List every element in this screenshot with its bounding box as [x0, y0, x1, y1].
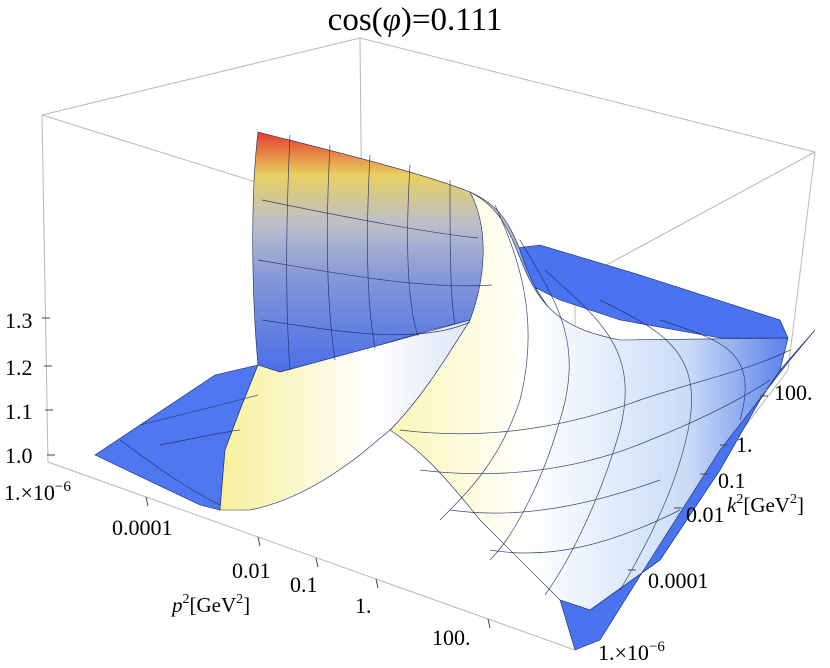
surface-mesh: [119, 134, 791, 596]
surface-ridge-drop: [219, 319, 471, 511]
y-axis: 100. 1. 0.1 0.01 0.0001 1.×10−6 k2[GeV2]: [598, 380, 813, 665]
y-tick-label: 0.1: [718, 468, 746, 493]
chart-title: cos(φ)=0.111: [327, 2, 503, 38]
z-tick-label: 1.2: [5, 355, 33, 380]
z-tick-label: 1.0: [5, 443, 33, 468]
y-tick-label: 0.0001: [648, 568, 709, 593]
x-tick-label: 0.0001: [112, 515, 173, 540]
tick-marks: [42, 317, 768, 629]
x-tick-label: 0.01: [232, 558, 271, 583]
z-tick-label: 1.3: [5, 308, 33, 333]
surface-front-plateau: [559, 329, 816, 651]
y-tick-label: 1.×10−6: [598, 639, 665, 665]
y-tick-label: 1.: [736, 432, 753, 457]
x-tick-label: 0.1: [290, 572, 318, 597]
y-axis-label: k2[GeV2]: [727, 492, 804, 517]
x-axis-label: p2[GeV2]: [170, 592, 250, 617]
x-tick-label: 1.: [355, 593, 372, 618]
x-tick-label: 100.: [432, 625, 471, 650]
surface-back-plateau: [499, 244, 789, 339]
z-axis: 1.3 1.2 1.1 1.0: [5, 308, 33, 468]
x-tick-label: 1.×10−6: [4, 479, 71, 505]
x-axis: 1.×10−6 0.0001 0.01 0.1 1. 100. p2[GeV2]: [4, 479, 471, 650]
y-tick-label: 0.01: [686, 502, 725, 527]
y-tick-label: 100.: [774, 380, 813, 405]
z-tick-label: 1.1: [5, 399, 33, 424]
